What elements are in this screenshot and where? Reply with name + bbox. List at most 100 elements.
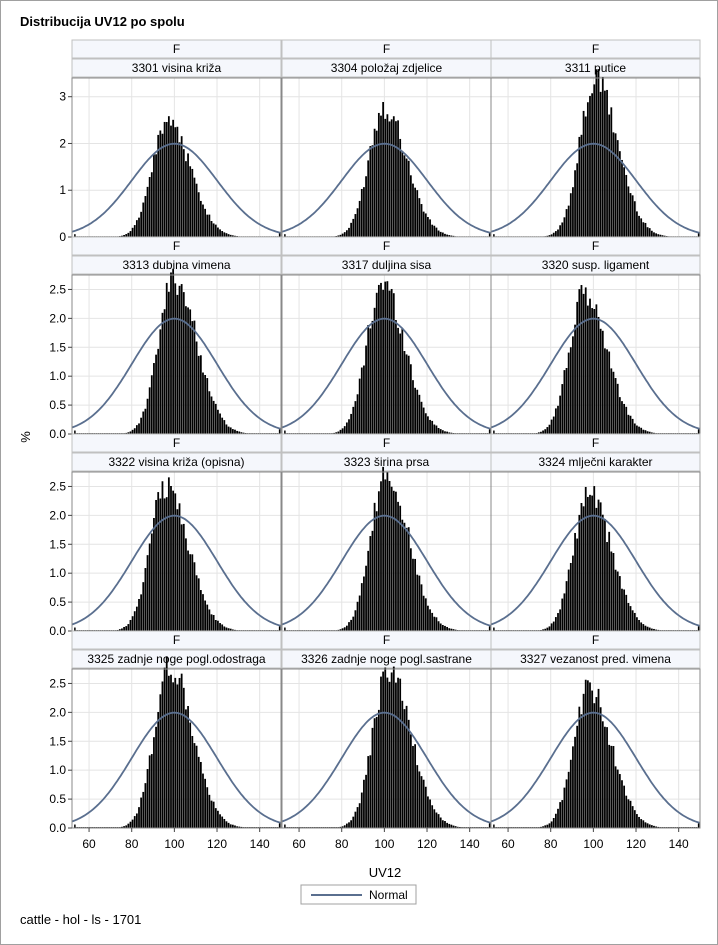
histogram-bar bbox=[348, 419, 350, 434]
histogram-bar bbox=[659, 234, 662, 237]
histogram-bar bbox=[550, 623, 553, 631]
histogram-bar bbox=[199, 200, 202, 237]
histogram-bar bbox=[153, 737, 155, 828]
histogram-bar bbox=[618, 397, 621, 434]
histogram-bar bbox=[157, 492, 160, 631]
histogram-bar bbox=[437, 814, 440, 828]
histogram-bar bbox=[412, 183, 414, 237]
histogram-bar bbox=[414, 387, 417, 434]
histogram-bar bbox=[414, 744, 417, 828]
histogram-bar bbox=[610, 107, 613, 237]
histogram-bar bbox=[424, 598, 427, 631]
histogram-bar bbox=[548, 823, 551, 828]
histogram-bar bbox=[627, 799, 630, 828]
histogram-bar bbox=[229, 824, 232, 828]
histogram-bar bbox=[172, 682, 175, 828]
histogram-bar bbox=[333, 432, 335, 434]
histogram-bar bbox=[610, 745, 613, 828]
histogram-bar bbox=[377, 284, 380, 434]
histogram-bar bbox=[195, 341, 198, 434]
histogram-bar bbox=[582, 506, 585, 631]
histogram-bar bbox=[409, 175, 412, 237]
histogram-bar bbox=[650, 432, 653, 434]
histogram-bar bbox=[367, 325, 370, 434]
panel-group-header bbox=[71, 433, 282, 453]
histogram-bar bbox=[144, 408, 147, 434]
histogram-bar bbox=[227, 426, 230, 434]
histogram-bar bbox=[208, 794, 211, 828]
histogram-bar bbox=[150, 533, 153, 631]
histogram-bar bbox=[125, 234, 128, 237]
histogram-bar bbox=[540, 826, 542, 828]
histogram-bar bbox=[390, 288, 393, 434]
histogram-bar bbox=[537, 432, 540, 434]
histogram-bar bbox=[236, 826, 238, 828]
histogram-bar bbox=[589, 682, 591, 828]
histogram-bar bbox=[170, 485, 172, 631]
histogram-bar bbox=[238, 431, 241, 434]
histogram-bar bbox=[606, 727, 608, 828]
histogram-bar bbox=[584, 287, 587, 434]
histogram-bar bbox=[616, 571, 619, 631]
panel-name-label: 3313 dubina vimena bbox=[122, 258, 230, 272]
histogram-bar bbox=[663, 235, 666, 237]
histogram-bar bbox=[561, 800, 564, 828]
histogram-bar bbox=[606, 89, 608, 237]
histogram-bar bbox=[610, 368, 613, 434]
histogram-bar bbox=[567, 569, 570, 631]
histogram-bar bbox=[595, 697, 598, 828]
normal-curve bbox=[71, 142, 282, 234]
histogram-bar bbox=[142, 202, 145, 237]
histogram-bar bbox=[401, 328, 404, 434]
histogram-bar bbox=[427, 605, 429, 631]
histogram-bar bbox=[223, 420, 226, 434]
histogram-bar bbox=[204, 208, 207, 237]
histogram-bar bbox=[231, 824, 234, 828]
histogram-bar bbox=[388, 121, 391, 237]
histogram-bar bbox=[191, 554, 194, 631]
histogram-bar bbox=[580, 285, 583, 434]
histogram-bar bbox=[550, 419, 553, 434]
x-tick-label: 80 bbox=[335, 837, 349, 851]
histogram-bar bbox=[180, 284, 183, 434]
histogram-bar bbox=[631, 610, 634, 631]
histogram-bar bbox=[446, 431, 448, 434]
histogram-bar bbox=[565, 209, 568, 237]
histogram-bar bbox=[437, 621, 440, 631]
histogram-bar bbox=[375, 511, 378, 631]
histogram-bar bbox=[397, 120, 399, 237]
histogram-bar bbox=[650, 230, 653, 237]
histogram-bar bbox=[631, 418, 634, 434]
histogram-bar bbox=[397, 327, 399, 434]
histogram-bar bbox=[176, 509, 179, 631]
histogram-bar bbox=[599, 328, 602, 434]
histogram-bar bbox=[623, 167, 626, 237]
histogram-bar bbox=[616, 383, 619, 434]
histogram-bar bbox=[365, 774, 367, 828]
histogram-bar bbox=[427, 217, 429, 237]
histogram-bar bbox=[397, 501, 399, 631]
histogram-bar bbox=[356, 394, 359, 434]
histogram-bar bbox=[646, 626, 649, 631]
x-tick-label: 100 bbox=[164, 837, 184, 851]
histogram-bar bbox=[123, 626, 125, 631]
histogram-bar bbox=[202, 773, 204, 828]
histogram-bar bbox=[373, 128, 376, 237]
histogram-bar bbox=[193, 177, 196, 237]
histogram-bar bbox=[225, 821, 228, 828]
panel-name-header bbox=[490, 255, 701, 275]
normal-curve bbox=[71, 711, 282, 824]
y-tick-label: 2.5 bbox=[49, 282, 66, 296]
histogram-bar bbox=[167, 675, 170, 828]
histogram-bar bbox=[629, 193, 632, 237]
histogram-bar bbox=[352, 816, 355, 828]
y-tick-label: 2 bbox=[59, 136, 66, 150]
histogram-bar bbox=[392, 490, 395, 631]
y-tick-label: 2.5 bbox=[49, 479, 66, 493]
histogram-bar bbox=[386, 471, 389, 631]
histogram-bar bbox=[176, 294, 179, 434]
panel-name-label: 3324 mlječni karakter bbox=[538, 455, 652, 469]
histogram-bar bbox=[439, 231, 442, 237]
histogram-bar bbox=[450, 628, 453, 631]
histogram-bar bbox=[606, 349, 608, 434]
